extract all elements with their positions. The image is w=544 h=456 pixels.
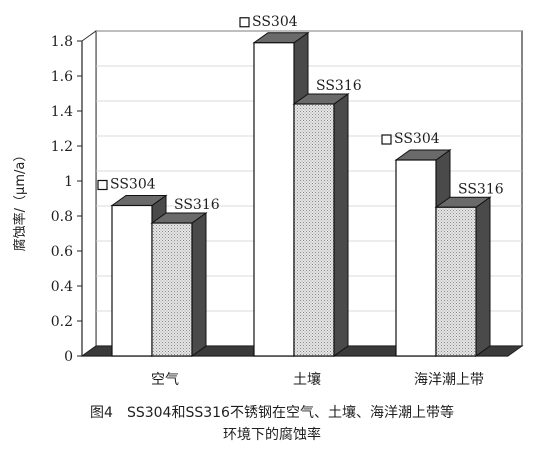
bar-ss304-3 [395, 159, 437, 357]
bars [110, 31, 492, 357]
series-label-ss304: SS304 [394, 131, 440, 147]
bar-side [333, 93, 349, 357]
y-axis-label: 腐蚀率/（μm/a） [12, 149, 28, 252]
series-label-ss316: SS316 [458, 181, 504, 197]
legend-marker-ss304 [239, 17, 250, 28]
bar-chart: 00.20.40.60.811.21.41.61.8 SS304SS316SS3… [12, 14, 524, 388]
series-label-ss304: SS304 [110, 177, 156, 193]
figure-caption-line1: 图4 SS304和SS316不锈钢在空气、土壤、海洋潮上带等 [90, 405, 454, 421]
x-category-label: 空气 [151, 372, 179, 388]
series-labels: SS304 SS316 SS304 SS316 SS304 SS316 [97, 14, 504, 213]
bar-ss316-2 [293, 103, 335, 357]
y-tick-label: 1.6 [51, 69, 73, 85]
bar-side [475, 196, 491, 357]
legend-marker-ss304 [381, 134, 392, 145]
bar-side [191, 212, 207, 357]
y-tick-label: 0.8 [51, 209, 73, 225]
bar-ss304-1 [111, 204, 153, 357]
figure-caption-line2: 环境下的腐蚀率 [223, 427, 321, 443]
x-category-label: 土壤 [293, 371, 321, 388]
bar-ss316-1 [151, 222, 193, 357]
bar-ss316-3 [435, 206, 477, 357]
plot-side-wall [81, 30, 97, 357]
series-label-ss304: SS304 [252, 14, 298, 30]
y-tick-label: 0.4 [51, 279, 73, 295]
y-tick-label: 1.8 [51, 34, 73, 50]
bar-ss304-2 [253, 42, 295, 357]
y-tick-label: 0.2 [51, 314, 73, 330]
legend-marker-ss304 [97, 179, 108, 191]
y-tick-label: 0 [64, 349, 73, 365]
y-tick-label: 1.4 [51, 104, 73, 120]
x-category-label: 海洋潮上带 [414, 372, 484, 388]
series-label-ss316: SS316 [316, 78, 362, 94]
x-axis-categories: 空气 土壤 海洋潮上带 [151, 371, 484, 388]
y-tick-label: 1 [64, 174, 73, 190]
y-tick-label: 0.6 [51, 244, 73, 260]
series-label-ss316: SS316 [174, 197, 220, 213]
y-tick-label: 1.2 [51, 139, 73, 155]
